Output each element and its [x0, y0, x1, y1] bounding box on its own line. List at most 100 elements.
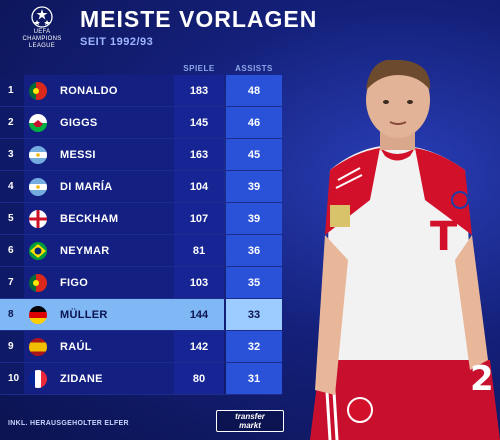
rank-cell	[0, 331, 24, 362]
assists-cell	[226, 139, 282, 170]
rank-number: 3	[8, 149, 14, 160]
player-name: MESSI	[60, 149, 96, 161]
games-value: 183	[189, 85, 209, 97]
player-name: MÜLLER	[60, 309, 108, 321]
games-cell	[174, 267, 224, 298]
player-name: BECKHAM	[60, 213, 119, 225]
table-row: 2 GIGGS 145 46	[0, 107, 282, 139]
games-value: 144	[189, 309, 209, 321]
shirt-number: 2	[470, 359, 494, 399]
assists-cell	[226, 235, 282, 266]
name-cell	[24, 363, 174, 394]
rank-cell	[0, 75, 24, 106]
assists-cell	[226, 203, 282, 234]
transfermarkt-logo: transfer markt	[216, 410, 284, 432]
assists-cell	[226, 331, 282, 362]
games-value: 142	[189, 341, 209, 353]
assists-cell	[226, 363, 282, 394]
rank-cell	[0, 299, 24, 330]
games-cell	[174, 203, 224, 234]
games-cell	[174, 107, 224, 138]
table-row: 9 RAÚL 142 32	[0, 331, 282, 363]
player-name: ZIDANE	[60, 373, 103, 385]
games-cell	[174, 235, 224, 266]
games-cell	[174, 139, 224, 170]
brand-line-1: transfer	[235, 412, 265, 421]
player-name: DI MARÍA	[60, 181, 113, 193]
spain-flag-icon	[29, 338, 47, 356]
table-row: 7 FIGO 103 35	[0, 267, 282, 299]
brand-line-2: markt	[239, 421, 261, 430]
player-image: T 2	[310, 60, 500, 440]
name-cell	[24, 75, 174, 106]
name-cell	[24, 299, 174, 330]
table-row: 10 ZIDANE 80 31	[0, 363, 282, 395]
name-cell	[24, 235, 174, 266]
games-cell	[174, 331, 224, 362]
rank-number: 5	[8, 213, 14, 224]
assists-value: 39	[247, 181, 261, 193]
games-value: 81	[192, 245, 206, 257]
argentina-flag-icon	[29, 178, 47, 196]
rank-cell	[0, 107, 24, 138]
ranking-table: 1 RONALDO 183 48 2 GIGGS 145 46 3 MESSI 163 45 4 DI M…	[0, 75, 282, 395]
brazil-flag-icon	[29, 242, 47, 260]
argentina-flag-icon	[29, 146, 47, 164]
rank-cell	[0, 139, 24, 170]
logo-text: UEFA CHAMPIONS LEAGUE	[22, 29, 62, 49]
assists-cell	[226, 299, 282, 330]
assists-cell	[226, 267, 282, 298]
footnote: INKL. HERAUSGEHOLTER ELFER	[8, 420, 129, 427]
assists-cell	[226, 75, 282, 106]
games-value: 104	[189, 181, 209, 193]
germany-flag-icon	[29, 306, 47, 324]
assists-value: 32	[247, 341, 261, 353]
player-name: FIGO	[60, 277, 89, 289]
champions-league-logo: UEFA CHAMPIONS LEAGUE	[12, 6, 72, 50]
games-cell	[174, 363, 224, 394]
assists-value: 46	[247, 117, 261, 129]
table-row: 5 BECKHAM 107 39	[0, 203, 282, 235]
rank-cell	[0, 235, 24, 266]
page-subtitle: SEIT 1992/93	[80, 36, 154, 48]
assists-cell	[226, 107, 282, 138]
name-cell	[24, 203, 174, 234]
page-title: MEISTE VORLAGEN	[80, 6, 318, 32]
table-row: 8 MÜLLER 144 33	[0, 299, 282, 331]
assists-value: 36	[247, 245, 261, 257]
rank-number: 8	[8, 309, 14, 320]
table-row: 4 DI MARÍA 104 39	[0, 171, 282, 203]
wales-flag-icon	[29, 114, 47, 132]
rank-number: 1	[8, 85, 14, 96]
assists-value: 35	[247, 277, 261, 289]
name-cell	[24, 139, 174, 170]
table-row: 1 RONALDO 183 48	[0, 75, 282, 107]
portugal-flag-icon	[29, 274, 47, 292]
rank-number: 10	[8, 373, 20, 384]
player-name: GIGGS	[60, 117, 98, 129]
player-name: NEYMAR	[60, 245, 110, 257]
shirt-logo: T	[430, 214, 458, 260]
rank-number: 2	[8, 117, 14, 128]
games-value: 145	[189, 117, 209, 129]
name-cell	[24, 331, 174, 362]
table-row: 6 NEYMAR 81 36	[0, 235, 282, 267]
portugal-flag-icon	[29, 82, 47, 100]
assists-cell	[226, 171, 282, 202]
assists-value: 45	[247, 149, 261, 161]
name-cell	[24, 267, 174, 298]
rank-cell	[0, 203, 24, 234]
table-row: 3 MESSI 163 45	[0, 139, 282, 171]
games-value: 163	[189, 149, 209, 161]
games-value: 107	[189, 213, 209, 225]
name-cell	[24, 107, 174, 138]
games-cell	[174, 75, 224, 106]
assists-value: 39	[247, 213, 261, 225]
assists-value: 33	[247, 309, 261, 321]
rank-number: 6	[8, 245, 14, 256]
rank-number: 9	[8, 341, 14, 352]
name-cell	[24, 171, 174, 202]
games-cell	[174, 171, 224, 202]
column-header-assists: ASSISTS	[235, 64, 273, 73]
column-header-games: SPIELE	[183, 64, 215, 73]
